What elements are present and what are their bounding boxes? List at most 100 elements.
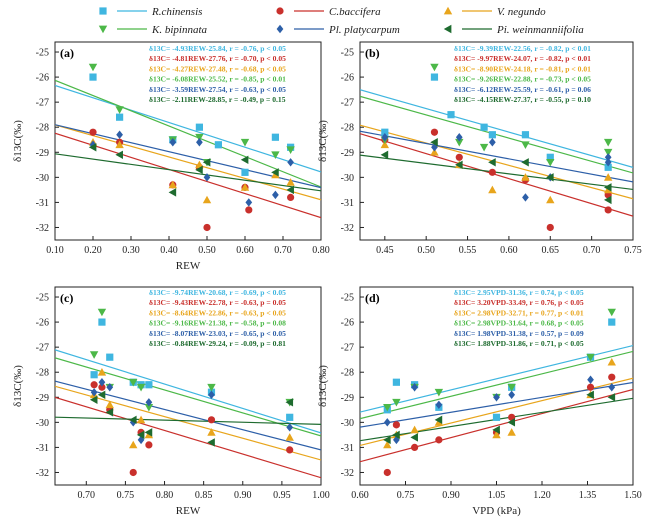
regression-equation: δ13C= -6.08REW-25.52, r = -0.85, p < 0.0…: [149, 75, 286, 84]
fit-line-c-baccifera: [55, 396, 321, 479]
point-c-baccifera: [286, 446, 294, 454]
point-c-baccifera: [383, 468, 391, 477]
y-tick-label: -26: [341, 73, 354, 84]
point-c-baccifera: [90, 381, 98, 389]
point-r-chinensis: [430, 73, 439, 81]
y-tick-label: -26: [36, 318, 49, 329]
point-pi-weinmanniifolia: [586, 390, 594, 399]
legend-marker-c-baccifera: [276, 7, 284, 15]
point-pi-weinmanniifolia: [115, 150, 123, 159]
x-tick-label: 0.50: [198, 245, 216, 256]
fit-line-r-chinensis: [360, 89, 633, 168]
y-tick-label: -30: [341, 418, 354, 429]
x-tick-label: 0.60: [236, 245, 254, 256]
point-pi-weinmanniifolia: [603, 183, 612, 192]
point-pl-platycarpum: [604, 153, 612, 162]
regression-equation: δ13C= -4.81REW-27.76, r = -0.70, p < 0.0…: [149, 54, 286, 63]
point-pi-weinmanniifolia: [88, 143, 97, 152]
fit-line-r-chinensis: [55, 84, 321, 173]
x-tick-label: 0.80: [156, 490, 174, 501]
point-pi-weinmanniifolia: [410, 433, 418, 442]
point-r-chinensis: [195, 123, 203, 131]
legend-item-pi-weinmanniifolia: Pi. weinmanniifolia: [443, 24, 584, 36]
point-c-baccifera: [411, 443, 419, 452]
point-k-bipinnata: [603, 148, 613, 157]
y-tick-label: -32: [36, 468, 49, 479]
y-tick-label: -27: [341, 343, 354, 354]
legend: R.chinensis C.baccifera V. negundo K. bipin…: [98, 6, 584, 36]
x-tick-label: 1.50: [624, 490, 642, 501]
point-pi-weinmanniifolia: [285, 398, 294, 407]
point-r-chinensis: [604, 163, 612, 171]
fit-line-r-chinensis: [55, 349, 321, 434]
x-tick-label: 0.85: [195, 490, 213, 501]
point-pi-weinmanniifolia: [97, 390, 106, 399]
point-r-chinensis: [608, 318, 616, 326]
point-c-baccifera: [488, 168, 496, 176]
y-tick-label: -28: [36, 368, 49, 379]
regression-equation: δ13C= -9.26REW-22.88, r = -0.73, p < 0.0…: [454, 75, 591, 84]
fit-line-pl-platycarpum: [360, 130, 633, 183]
panel-label: (c): [60, 291, 73, 305]
point-c-baccifera: [455, 153, 463, 161]
point-pi-weinmanniifolia: [89, 395, 98, 404]
legend-marker-r-chinensis: [99, 7, 107, 15]
point-c-baccifera: [287, 193, 295, 201]
y-tick-label: -26: [341, 318, 354, 329]
point-pl-platycarpum: [145, 398, 153, 407]
point-v-negundo: [430, 148, 439, 156]
regression-equation: δ13C= 3.20VPD-33.49, r = 0.76, p < 0.05: [454, 298, 584, 307]
point-r-chinensis: [90, 371, 98, 379]
fit-line-c-baccifera: [55, 132, 321, 219]
data-points: [380, 63, 613, 232]
x-tick-label: 0.75: [117, 490, 135, 501]
y-tick-label: -30: [36, 173, 49, 184]
legend-label: C.baccifera: [329, 6, 381, 18]
x-tick-label: 0.80: [312, 245, 330, 256]
y-tick-label: -31: [36, 443, 49, 454]
regression-equation: δ13C= -8.07REW-23.03, r = -0.65, p < 0.0…: [149, 329, 286, 338]
regression-equation: δ13C= -4.15REW-27.37, r = -0.55, p = 0.1…: [454, 95, 591, 104]
x-tick-label: 0.40: [160, 245, 178, 256]
legend-item-pl-platycarpum: Pl. platycarpum: [276, 24, 400, 36]
fit-line-pi-weinmanniifolia: [55, 416, 321, 425]
point-k-bipinnata: [286, 146, 295, 154]
point-r-chinensis: [271, 133, 279, 141]
x-tick-label: 0.70: [78, 490, 96, 501]
fit-line-pl-platycarpum: [55, 380, 321, 451]
point-r-chinensis: [106, 353, 114, 361]
point-pl-platycarpum: [383, 418, 391, 427]
y-tick-label: -29: [341, 393, 354, 404]
point-pi-weinmanniifolia: [455, 160, 463, 170]
point-k-bipinnata: [546, 158, 555, 167]
point-v-negundo: [546, 195, 555, 204]
y-tick-label: -28: [341, 368, 354, 379]
point-c-baccifera: [608, 373, 616, 381]
point-pl-platycarpum: [381, 133, 389, 142]
panel-a: -32 -31 -30 -29 -28 -27 -26 -25 0.10 0.20 0.30 0.40…: [12, 41, 330, 272]
y-axis-label: δ13C(‰): [12, 120, 24, 162]
regression-equation: δ13C= -9.39REW-22.56, r = -0.82, p < 0.0…: [454, 44, 591, 53]
point-c-baccifera: [604, 206, 612, 214]
regression-equation: δ13C= 2.98VPD-31.64, r = 0.68, p < 0.05: [454, 319, 584, 328]
legend-item-v-negundo: V. negundo: [443, 6, 546, 18]
point-c-baccifera: [546, 223, 554, 232]
point-c-baccifera: [245, 206, 253, 214]
point-r-chinensis: [447, 111, 455, 119]
point-c-baccifera: [98, 383, 106, 391]
point-r-chinensis: [521, 131, 530, 139]
point-pl-platycarpum: [89, 140, 97, 149]
x-tick-label: 0.20: [84, 245, 102, 256]
point-r-chinensis: [241, 168, 249, 176]
point-k-bipinnata: [115, 106, 124, 114]
point-c-baccifera: [203, 223, 211, 232]
regression-equation: δ13C= -9.74REW-20.68, r = -0.69, p < 0.0…: [149, 288, 286, 297]
point-pi-weinmanniifolia: [521, 158, 529, 167]
y-tick-label: -30: [36, 418, 49, 429]
x-tick-label: 0.10: [46, 245, 64, 256]
fit-line-k-bipinnata: [360, 350, 633, 420]
point-v-negundo: [240, 183, 250, 191]
fit-line-k-bipinnata: [360, 95, 633, 174]
y-tick-label: -31: [341, 443, 354, 454]
regression-equation: δ13C= 2.95VPD-31.36, r = 0.74, p < 0.05: [454, 288, 584, 297]
